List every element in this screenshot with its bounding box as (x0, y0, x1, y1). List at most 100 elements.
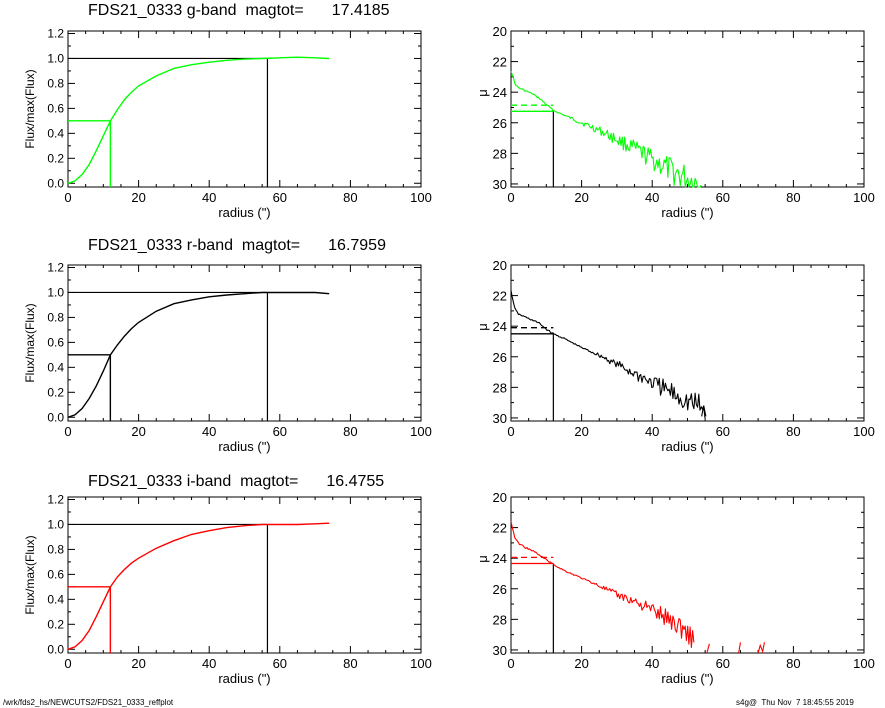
r-growth-ytick-label: 1.0 (47, 285, 64, 299)
g-profile-xtick-label: 0 (507, 190, 514, 205)
i-profile-outer-fragment-2 (757, 642, 765, 654)
i-profile-outer-fragment-0 (706, 643, 710, 654)
g-growth-ytick-label: 0.2 (47, 151, 64, 165)
r-profile-ylabel: μ (475, 323, 490, 331)
i-band-title-text: FDS21_0333 i-band magtot= (88, 473, 299, 490)
i-profile-xtick-label: 20 (574, 656, 588, 671)
r-growth-ytick-label: 0.4 (47, 360, 64, 374)
r-profile-xtick-label: 40 (645, 424, 659, 439)
i-growth-xtick-label: 100 (410, 656, 432, 671)
i-growth-ytick-label: 0.2 (47, 617, 64, 631)
g-growth-ytick-label: 0.6 (47, 101, 64, 115)
i-profile-outer-fragment-1 (738, 642, 741, 654)
r-growth-ytick-label: 0.6 (47, 335, 64, 349)
g-profile-frame (510, 30, 865, 188)
i-profile-ytick-label: 20 (493, 490, 507, 505)
r-growth-curve (67, 291, 330, 418)
i-growth-frame (67, 496, 422, 654)
i-profile-ytick-label: 26 (493, 582, 507, 597)
g-growth-frame (67, 30, 422, 188)
r-growth-xtick-label: 100 (410, 424, 432, 439)
r-growth-xtick-label: 80 (343, 424, 357, 439)
g-growth-xtick-label: 80 (343, 190, 357, 205)
r-growth-xtick-label: 40 (202, 424, 216, 439)
r-growth-ytick-label: 0.2 (47, 385, 64, 399)
g-growth-xtick-label: 20 (131, 190, 145, 205)
g-band-magtot: 17.4185 (331, 2, 390, 19)
r-profile-ytick-label: 22 (493, 289, 507, 304)
r-profile-xtick-label: 20 (574, 424, 588, 439)
g-profile-ytick-label: 28 (493, 146, 507, 161)
g-band-title-text: FDS21_0333 g-band magtot= (88, 2, 304, 19)
i-profile-xtick-label: 80 (786, 656, 800, 671)
i-profile-ytick-label: 28 (493, 612, 507, 627)
r-profile-ytick-label: 28 (493, 380, 507, 395)
g-growth-ytick-label: 1.2 (47, 26, 64, 40)
r-band-magtot: 16.7959 (328, 237, 386, 254)
i-profile-xtick-label: 0 (507, 656, 514, 671)
i-profile-ytick-label: 30 (493, 643, 507, 658)
g-growth-ytick-label: 1.0 (47, 51, 64, 65)
i-growth-ytick-label: 1.0 (47, 517, 64, 531)
r-growth-xtick-label: 60 (273, 424, 287, 439)
r-profile-ytick-label: 20 (493, 258, 507, 273)
g-profile-curve (510, 71, 702, 188)
g-profile-ytick-label: 20 (493, 24, 507, 39)
i-profile-xlabel: radius (") (661, 671, 713, 686)
g-growth-ytick-label: 0.0 (47, 176, 64, 190)
g-growth-xtick-label: 40 (202, 190, 216, 205)
g-profile-ytick-label: 30 (493, 177, 507, 192)
r-profile-outer-fragment (701, 405, 707, 417)
g-profile-ytick-label: 24 (493, 85, 507, 100)
r-profile-xtick-label: 0 (507, 424, 514, 439)
i-growth-ytick-label: 0.0 (47, 642, 64, 656)
g-growth-xlabel: radius (") (218, 205, 270, 220)
i-growth-xtick-label: 0 (64, 656, 71, 671)
g-growth-xtick-label: 100 (410, 190, 432, 205)
g-profile-ytick-label: 22 (493, 55, 507, 70)
i-band-title: FDS21_0333 i-band magtot= 16.4755 (88, 473, 384, 491)
r-growth-ytick-label: 1.2 (47, 260, 64, 274)
r-profile-curve (510, 290, 706, 419)
g-growth-xtick-label: 60 (273, 190, 287, 205)
g-band-title: FDS21_0333 g-band magtot= 17.4185 (88, 2, 390, 20)
r-profile-xlabel: radius (") (661, 439, 713, 454)
g-profile-xlabel: radius (") (661, 205, 713, 220)
g-profile-xtick-label: 80 (786, 190, 800, 205)
i-profile-ylabel: μ (475, 555, 490, 563)
g-growth-curve (67, 56, 330, 184)
i-growth-xlabel: radius (") (218, 671, 270, 686)
r-growth-xtick-label: 20 (131, 424, 145, 439)
i-profile-xtick-label: 100 (853, 656, 875, 671)
i-profile-curve (510, 521, 695, 649)
g-profile-ylabel: μ (475, 89, 490, 97)
i-band-magtot: 16.4755 (326, 473, 385, 490)
i-growth-curve (67, 522, 330, 650)
r-profile-ytick-label: 30 (493, 411, 507, 426)
i-growth-ytick-label: 1.2 (47, 492, 64, 506)
footer-timestamp: s4g@ Thu Nov 7 18:45:55 2019 (736, 698, 854, 707)
i-growth-ytick-label: 0.6 (47, 567, 64, 581)
r-profile-frame (510, 264, 865, 422)
g-growth-ytick-label: 0.4 (47, 126, 64, 140)
i-profile-ytick-label: 22 (493, 521, 507, 536)
r-profile-xtick-label: 60 (716, 424, 730, 439)
r-growth-xtick-label: 0 (64, 424, 71, 439)
i-growth-ytick-label: 0.8 (47, 542, 64, 556)
g-profile-xtick-label: 40 (645, 190, 659, 205)
r-band-title: FDS21_0333 r-band magtot= 16.7959 (88, 237, 386, 255)
r-growth-ytick-label: 0.0 (47, 410, 64, 424)
r-profile-xtick-label: 100 (853, 424, 875, 439)
i-growth-ytick-label: 0.4 (47, 592, 64, 606)
r-growth-frame (67, 264, 422, 422)
g-growth-ylabel: Flux/max(Flux) (23, 69, 37, 148)
g-profile-xtick-label: 20 (574, 190, 588, 205)
g-profile-xtick-label: 60 (716, 190, 730, 205)
g-profile-xtick-label: 100 (853, 190, 875, 205)
r-growth-ytick-label: 0.8 (47, 310, 64, 324)
i-growth-ylabel: Flux/max(Flux) (23, 535, 37, 614)
i-growth-xtick-label: 60 (273, 656, 287, 671)
r-band-title-text: FDS21_0333 r-band magtot= (88, 237, 301, 254)
r-profile-ytick-label: 24 (493, 319, 507, 334)
i-growth-xtick-label: 40 (202, 656, 216, 671)
